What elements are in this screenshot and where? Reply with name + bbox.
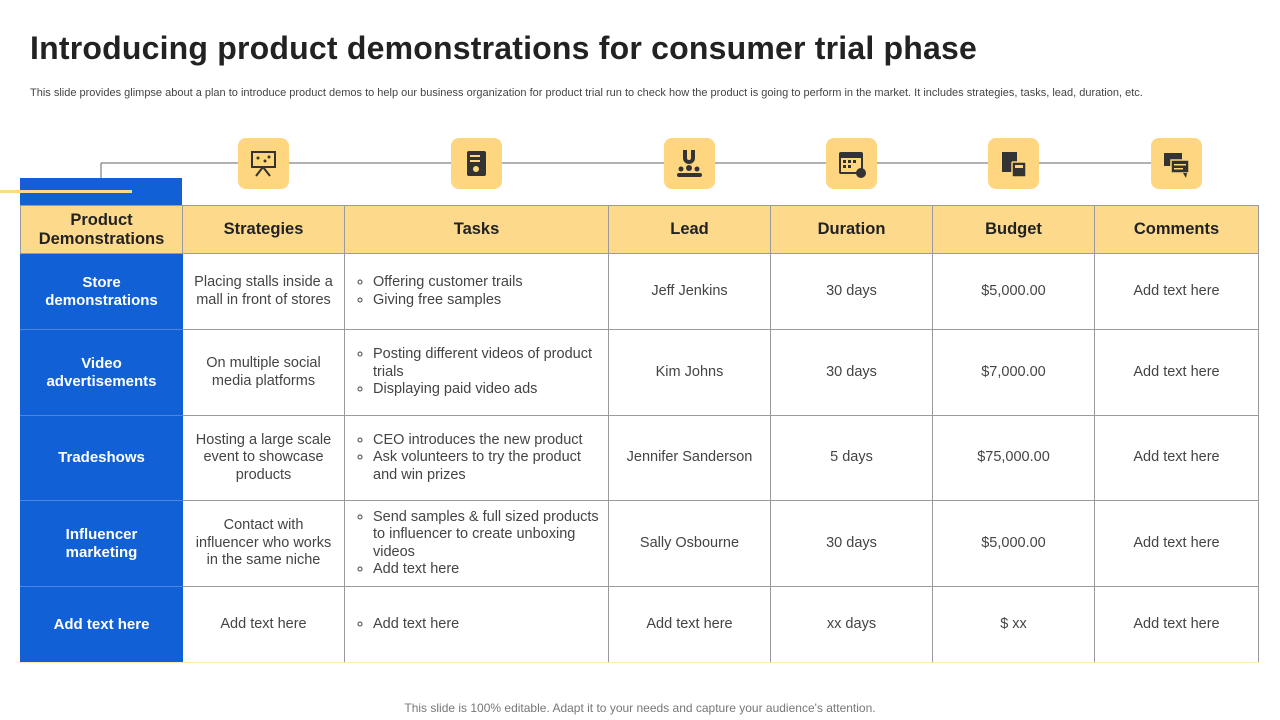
task-item: Ask volunteers to try the product and wi…	[373, 449, 600, 484]
strategy-cell: Contact with influencer who works in the…	[182, 500, 345, 587]
task-item: CEO introduces the new product	[373, 432, 600, 450]
lead-cell: Jeff Jenkins	[608, 253, 771, 330]
task-list: Send samples & full sized products to in…	[355, 509, 600, 579]
column-header: Comments	[1094, 205, 1259, 254]
row-name: Store demonstrations	[20, 253, 183, 330]
duration-cell: 30 days	[770, 500, 933, 587]
task-item: Add text here	[373, 616, 600, 634]
connector	[0, 162, 1176, 206]
task-item: Displaying paid video ads	[373, 381, 600, 399]
task-item: Add text here	[373, 561, 600, 579]
strategy-cell: Hosting a large scale event to showcase …	[182, 415, 345, 501]
duration-cell: 30 days	[770, 329, 933, 416]
lead-cell: Jennifer Sanderson	[608, 415, 771, 501]
task-item: Posting different videos of product tria…	[373, 346, 600, 381]
subtitle: This slide provides glimpse about a plan…	[30, 87, 1143, 99]
comments-cell: Add text here	[1094, 329, 1259, 416]
table-row: Video advertisements On multiple social m…	[20, 329, 1259, 416]
title: Introducing product demonstrations for c…	[30, 30, 978, 66]
lead-cell: Kim Johns	[608, 329, 771, 416]
task-item: Send samples & full sized products to in…	[373, 509, 600, 562]
duration-cell: 5 days	[770, 415, 933, 501]
icon-calendar	[826, 138, 877, 189]
column-header: Budget	[932, 205, 1095, 254]
tasks-cell: CEO introduces the new productAsk volunt…	[344, 415, 609, 501]
tasks-cell: Add text here	[344, 586, 609, 663]
tasks-cell: Offering customer trailsGiving free samp…	[344, 253, 609, 330]
icon-tasks	[451, 138, 502, 189]
comments-cell: Add text here	[1094, 415, 1259, 501]
column-header: Duration	[770, 205, 933, 254]
table-row: Tradeshows Hosting a large scale event to…	[20, 415, 1259, 501]
column-header: Tasks	[344, 205, 609, 254]
lead-cell: Sally Osbourne	[608, 500, 771, 587]
budget-cell: $7,000.00	[932, 329, 1095, 416]
icon-budget	[988, 138, 1039, 189]
budget-cell: $5,000.00	[932, 500, 1095, 587]
lead-cell: Add text here	[608, 586, 771, 663]
demo-table: Product Demonstrations Strategies Tasks Lea…	[20, 205, 1259, 663]
task-item: Offering customer trails	[373, 274, 600, 292]
table-row: Store demonstrations Placing stalls insid…	[20, 253, 1259, 330]
icon-lead	[664, 138, 715, 189]
comments-cell: Add text here	[1094, 500, 1259, 587]
task-list: Posting different videos of product tria…	[355, 346, 600, 399]
comments-cell: Add text here	[1094, 253, 1259, 330]
strategy-cell: Add text here	[182, 586, 345, 663]
comments-cell: Add text here	[1094, 586, 1259, 663]
strategy-cell: Placing stalls inside a mall in front of…	[182, 253, 345, 330]
column-header: Lead	[608, 205, 771, 254]
duration-cell: 30 days	[770, 253, 933, 330]
icon-presentation	[238, 138, 289, 189]
task-list: Offering customer trailsGiving free samp…	[355, 274, 600, 309]
row-name: Influencer marketing	[20, 500, 183, 587]
row-name: Video advertisements	[20, 329, 183, 416]
row-name: Add text here	[20, 586, 183, 663]
footer: This slide is 100% editable. Adapt it to…	[404, 701, 876, 715]
task-list: Add text here	[355, 616, 600, 634]
tasks-cell: Posting different videos of product tria…	[344, 329, 609, 416]
tasks-cell: Send samples & full sized products to in…	[344, 500, 609, 587]
column-header: Product Demonstrations	[20, 205, 183, 254]
row-name: Tradeshows	[20, 415, 183, 501]
strategy-cell: On multiple social media platforms	[182, 329, 345, 416]
task-item: Giving free samples	[373, 292, 600, 310]
budget-cell: $5,000.00	[932, 253, 1095, 330]
task-list: CEO introduces the new productAsk volunt…	[355, 432, 600, 485]
budget-cell: $ xx	[932, 586, 1095, 663]
duration-cell: xx days	[770, 586, 933, 663]
column-header: Strategies	[182, 205, 345, 254]
table-row: Influencer marketing Contact with influen…	[20, 500, 1259, 587]
icon-comments	[1151, 138, 1202, 189]
budget-cell: $75,000.00	[932, 415, 1095, 501]
